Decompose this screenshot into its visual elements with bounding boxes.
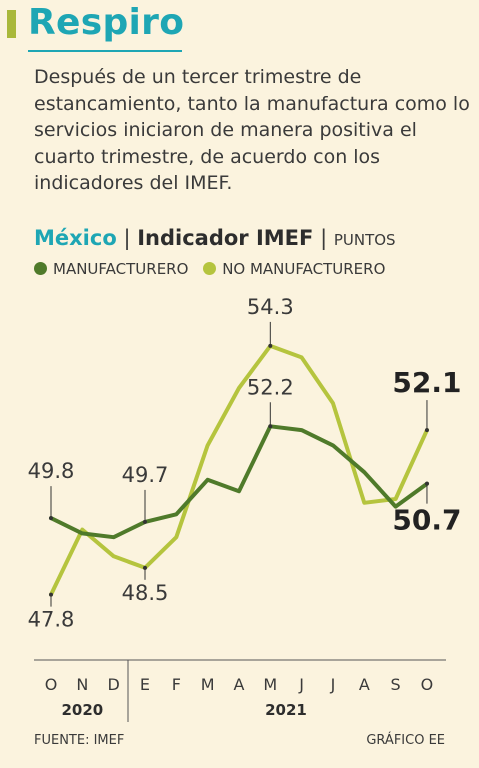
x-tick-label: D [107, 675, 119, 694]
annotation-point [49, 592, 53, 597]
intro-text: Después de un tercer trimestre de estanc… [34, 66, 470, 194]
series-line-no-manufacturero [49, 343, 429, 597]
x-tick-label: N [76, 675, 88, 694]
annotation-point [268, 343, 273, 348]
title-accent-bar [7, 10, 16, 38]
header-separator: | [320, 226, 328, 250]
legend-item-no-manufacturero: NO MANUFACTURERO [203, 260, 385, 278]
x-tick-label: A [234, 675, 245, 694]
x-tick-label: F [172, 675, 181, 694]
indicator-label: Indicador IMEF [137, 226, 314, 250]
legend-dot-manufacturero [34, 262, 47, 275]
data-label: 49.7 [122, 463, 169, 487]
country-label: México [34, 226, 117, 250]
legend: MANUFACTURERO NO MANUFACTURERO [34, 260, 395, 278]
data-label: 49.8 [28, 459, 75, 483]
x-tick-label: S [391, 675, 401, 694]
year-label: 2020 [61, 701, 103, 719]
legend-label: NO MANUFACTURERO [222, 260, 386, 278]
data-label: 48.5 [122, 581, 169, 605]
annotation-point [49, 516, 53, 521]
credit-note: GRÁFICO EE [366, 733, 445, 748]
x-tick-label: O [45, 675, 58, 694]
chart-header: México | Indicador IMEF | PUNTOS [34, 226, 396, 250]
annotation-point [424, 428, 429, 433]
title-underline [28, 50, 182, 52]
header-separator: | [123, 226, 131, 250]
legend-label: MANUFACTURERO [53, 260, 189, 278]
data-label: 54.3 [247, 295, 294, 319]
data-label: 47.8 [28, 608, 75, 632]
annotation-point [268, 424, 273, 429]
series-line-manufacturero [49, 424, 429, 540]
legend-item-manufacturero: MANUFACTURERO [34, 260, 193, 278]
x-tick-label: A [359, 675, 370, 694]
data-label: 52.2 [247, 375, 294, 399]
x-tick-label: J [330, 675, 336, 694]
x-tick-label: O [421, 675, 434, 694]
annotation-point [424, 481, 429, 486]
source-note: FUENTE: IMEF [34, 733, 125, 748]
x-tick-label: M [201, 675, 215, 694]
annotation-point [142, 519, 147, 524]
annotation-point [142, 565, 147, 570]
units-label: PUNTOS [333, 231, 396, 249]
x-tick-label: E [140, 675, 150, 694]
x-tick-label: J [298, 675, 304, 694]
data-label: 50.7 [392, 504, 461, 537]
legend-dot-no-manufacturero [203, 262, 217, 275]
data-label: 52.1 [392, 366, 461, 399]
year-label: 2021 [265, 701, 307, 719]
x-tick-label: M [263, 675, 277, 694]
chart-title: Respiro [28, 2, 185, 43]
